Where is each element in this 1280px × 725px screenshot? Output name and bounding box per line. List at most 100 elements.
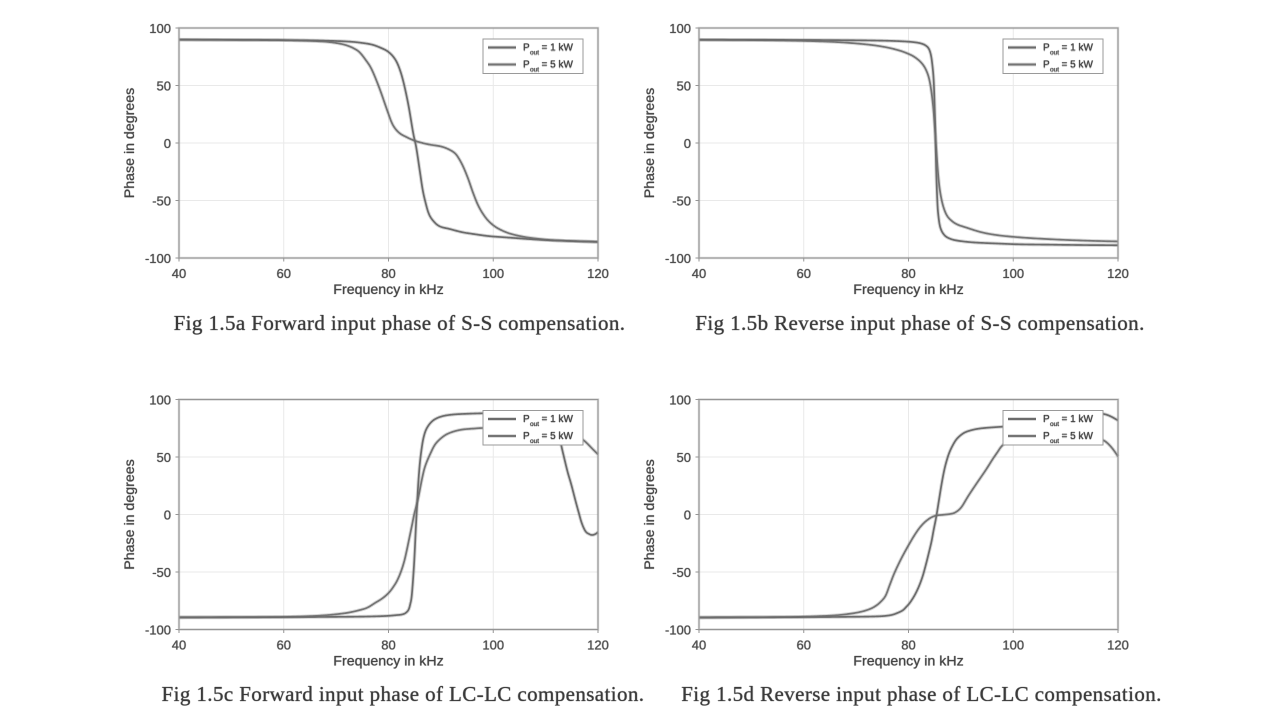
svg-text:100: 100 — [1003, 638, 1025, 653]
svg-text:-50: -50 — [152, 194, 171, 209]
svg-text:80: 80 — [381, 266, 395, 281]
svg-text:-50: -50 — [673, 565, 692, 580]
svg-text:100: 100 — [669, 393, 691, 408]
svg-text:100: 100 — [482, 638, 504, 653]
svg-text:40: 40 — [691, 638, 705, 653]
svg-text:Phase in degrees: Phase in degrees — [642, 87, 658, 197]
svg-text:out: out — [1050, 50, 1059, 57]
svg-text:out: out — [1051, 50, 1060, 57]
svg-text:P: P — [523, 43, 530, 54]
svg-text:= 1 kW: = 1 kW — [542, 414, 574, 425]
svg-text:100: 100 — [482, 266, 504, 281]
svg-text:P: P — [522, 414, 529, 425]
svg-text:50: 50 — [677, 450, 691, 465]
svg-text:= 5 kW: = 5 kW — [1061, 431, 1093, 442]
svg-text:-50: -50 — [152, 566, 171, 581]
svg-text:-100: -100 — [665, 623, 691, 638]
svg-text:60: 60 — [797, 267, 811, 282]
svg-text:120: 120 — [587, 266, 609, 281]
svg-text:120: 120 — [587, 638, 609, 653]
svg-text:out: out — [531, 438, 540, 445]
svg-text:120: 120 — [1107, 638, 1129, 653]
svg-text:= 5 kW: = 5 kW — [1062, 431, 1094, 442]
svg-text:P: P — [522, 431, 529, 442]
svg-text:60: 60 — [277, 267, 291, 282]
svg-text:Frequency in kHz: Frequency in kHz — [333, 282, 443, 298]
svg-text:100: 100 — [1002, 266, 1024, 281]
svg-text:out: out — [1050, 422, 1059, 429]
svg-text:out: out — [530, 49, 539, 56]
svg-text:50: 50 — [156, 79, 170, 94]
svg-text:100: 100 — [482, 265, 504, 280]
svg-text:= 1 kW: = 1 kW — [1061, 43, 1093, 54]
svg-text:out: out — [1051, 438, 1060, 445]
svg-text:40: 40 — [692, 638, 706, 653]
svg-text:= 5 kW: = 5 kW — [542, 432, 574, 443]
svg-text:Fig 1.5a Forward input phase o: Fig 1.5a Forward input phase of S-S comp… — [174, 311, 626, 335]
svg-text:120: 120 — [587, 638, 609, 653]
svg-text:40: 40 — [692, 266, 706, 281]
svg-text:= 1 kW: = 1 kW — [542, 43, 574, 54]
svg-text:50: 50 — [157, 449, 171, 464]
svg-text:Frequency in kHz: Frequency in kHz — [853, 654, 963, 670]
svg-text:= 5 kW: = 5 kW — [542, 60, 574, 71]
svg-text:60: 60 — [277, 265, 291, 280]
svg-text:P: P — [1042, 60, 1049, 71]
svg-text:Phase in degrees: Phase in degrees — [642, 88, 658, 198]
svg-text:-100: -100 — [145, 622, 171, 637]
svg-text:120: 120 — [587, 265, 609, 280]
svg-text:100: 100 — [482, 638, 504, 653]
svg-text:Phase in degrees: Phase in degrees — [122, 88, 138, 198]
svg-text:60: 60 — [277, 638, 291, 653]
svg-text:-100: -100 — [144, 623, 170, 638]
svg-text:50: 50 — [157, 450, 171, 465]
svg-text:40: 40 — [171, 638, 185, 653]
svg-text:50: 50 — [676, 79, 690, 94]
svg-text:0: 0 — [684, 135, 691, 150]
svg-text:Phase in degrees: Phase in degrees — [642, 460, 658, 570]
svg-text:50: 50 — [157, 78, 171, 93]
svg-text:100: 100 — [149, 22, 171, 37]
svg-text:-100: -100 — [665, 252, 691, 267]
svg-text:-100: -100 — [665, 622, 691, 637]
svg-text:40: 40 — [172, 267, 186, 282]
svg-text:out: out — [530, 438, 539, 445]
svg-text:-100: -100 — [145, 623, 171, 638]
svg-text:P: P — [523, 43, 530, 54]
svg-text:= 5 kW: = 5 kW — [542, 431, 574, 442]
svg-text:Fig 1.5d Reverse input phase o: Fig 1.5d Reverse input phase of LC-LC co… — [681, 681, 1162, 705]
svg-text:P: P — [524, 43, 531, 54]
svg-text:out: out — [1050, 67, 1059, 74]
svg-text:80: 80 — [381, 637, 395, 652]
svg-text:50: 50 — [157, 79, 171, 94]
svg-text:120: 120 — [1108, 638, 1130, 653]
svg-text:Fig 1.5a Forward input phase o: Fig 1.5a Forward input phase of S-S comp… — [174, 311, 626, 335]
svg-text:Fig 1.5b Reverse input phase o: Fig 1.5b Reverse input phase of S-S comp… — [696, 311, 1145, 335]
svg-text:40: 40 — [692, 267, 706, 282]
svg-text:-50: -50 — [152, 193, 171, 208]
svg-text:out: out — [530, 421, 539, 428]
svg-text:80: 80 — [381, 638, 395, 653]
svg-text:-50: -50 — [672, 194, 691, 209]
svg-text:= 1 kW: = 1 kW — [1062, 414, 1094, 425]
svg-text:out: out — [529, 50, 538, 57]
svg-text:50: 50 — [157, 79, 171, 94]
svg-text:120: 120 — [588, 266, 610, 281]
svg-text:-50: -50 — [672, 194, 691, 209]
svg-text:Frequency in kHz: Frequency in kHz — [853, 654, 963, 670]
svg-text:Frequency in kHz: Frequency in kHz — [334, 654, 444, 670]
svg-text:-100: -100 — [145, 252, 171, 267]
svg-text:120: 120 — [587, 266, 609, 281]
svg-text:80: 80 — [901, 637, 915, 652]
svg-text:80: 80 — [902, 638, 916, 653]
svg-text:100: 100 — [149, 21, 171, 36]
svg-text:-50: -50 — [152, 565, 171, 580]
svg-text:60: 60 — [797, 638, 811, 653]
svg-text:100: 100 — [669, 21, 691, 36]
svg-text:80: 80 — [381, 266, 395, 281]
svg-text:60: 60 — [276, 638, 290, 653]
svg-text:Fig 1.5d Reverse input phase o: Fig 1.5d Reverse input phase of LC-LC co… — [682, 682, 1163, 706]
svg-text:= 1 kW: = 1 kW — [1062, 43, 1094, 54]
svg-text:80: 80 — [901, 265, 915, 280]
svg-text:= 5 kW: = 5 kW — [1062, 60, 1094, 71]
